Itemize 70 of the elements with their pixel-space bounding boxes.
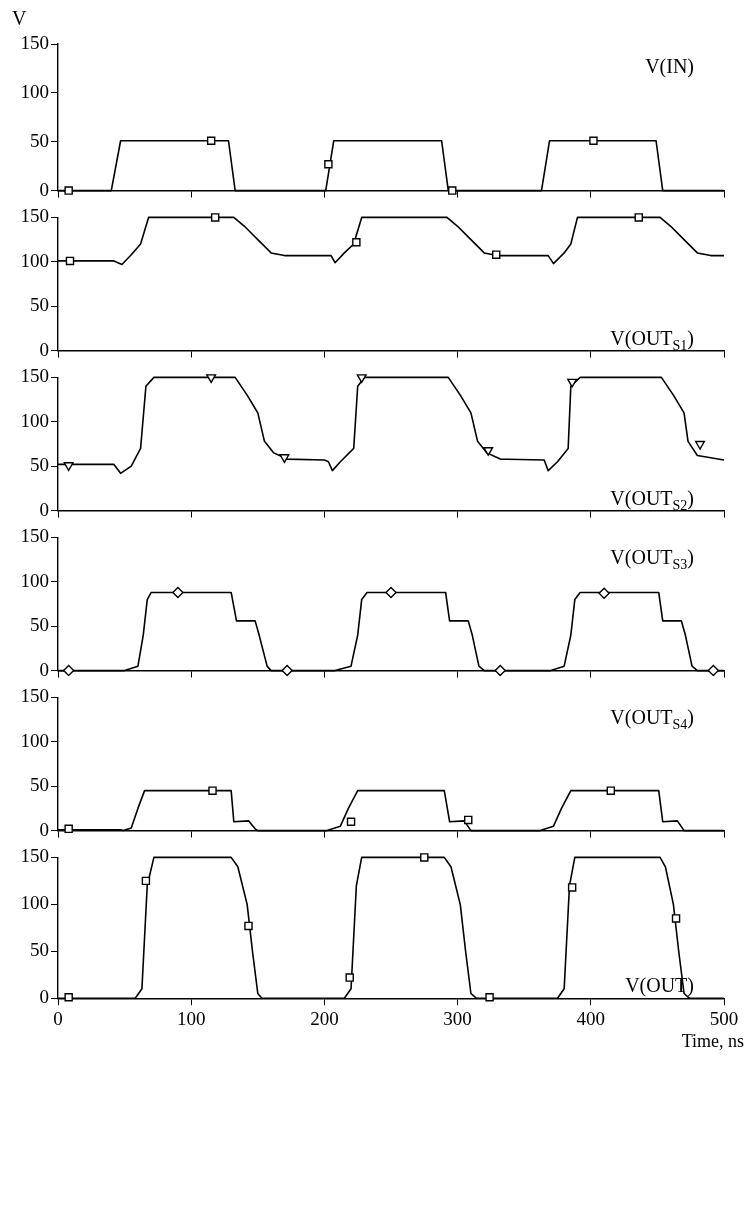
point bbox=[64, 993, 73, 1002]
point bbox=[671, 914, 681, 923]
point bbox=[420, 853, 429, 862]
point bbox=[210, 213, 220, 222]
x-tick-label: 500 bbox=[709, 1007, 739, 1029]
point bbox=[491, 250, 501, 259]
y-tick-label: 50 bbox=[30, 614, 49, 636]
point bbox=[494, 664, 506, 677]
text: V(IN) bbox=[645, 55, 695, 79]
y-tick-label: 150 bbox=[20, 685, 49, 707]
y-tick-label: 0 bbox=[39, 338, 49, 360]
y-tick-label: 50 bbox=[30, 454, 49, 476]
y-tick-label: 0 bbox=[39, 658, 49, 680]
point bbox=[567, 883, 577, 892]
y-tick-label: 0 bbox=[39, 818, 49, 840]
point bbox=[244, 921, 253, 931]
point bbox=[694, 440, 706, 450]
y-axis-title: V bbox=[12, 7, 27, 30]
y-tick-label: 150 bbox=[20, 525, 49, 547]
x-tick-label: 400 bbox=[576, 1007, 606, 1029]
y-tick-label: 150 bbox=[20, 845, 49, 867]
point bbox=[483, 447, 494, 456]
point bbox=[172, 586, 184, 599]
point bbox=[345, 973, 354, 982]
y-tick-label: 0 bbox=[39, 178, 49, 200]
point bbox=[448, 186, 457, 195]
y-tick-label: 100 bbox=[20, 569, 49, 591]
point bbox=[485, 993, 494, 1002]
point bbox=[567, 378, 578, 388]
point bbox=[634, 213, 643, 222]
y-tick-label: 50 bbox=[30, 294, 49, 316]
point bbox=[281, 664, 293, 677]
point bbox=[598, 587, 610, 600]
y-tick-label: 100 bbox=[20, 409, 49, 431]
point bbox=[606, 786, 616, 795]
y-tick-label: 50 bbox=[30, 774, 49, 796]
y-tick-label: 150 bbox=[20, 365, 49, 387]
x-tick-label: 0 bbox=[53, 1007, 63, 1029]
y-tick-label: 100 bbox=[20, 729, 49, 751]
y-tick-label: 0 bbox=[39, 498, 49, 520]
point bbox=[589, 136, 598, 145]
x-tick-label: 200 bbox=[310, 1007, 339, 1029]
y-tick-label: 100 bbox=[20, 80, 49, 102]
y-tick-label: 100 bbox=[20, 892, 49, 914]
y-tick-label: 0 bbox=[39, 986, 49, 1008]
point bbox=[346, 817, 356, 826]
point bbox=[324, 159, 333, 169]
point bbox=[206, 374, 217, 384]
point bbox=[62, 664, 75, 677]
point bbox=[352, 238, 361, 247]
point bbox=[208, 786, 217, 795]
point bbox=[464, 815, 473, 825]
y-tick-label: 150 bbox=[20, 205, 49, 227]
y-tick-label: 100 bbox=[20, 249, 49, 271]
point bbox=[64, 186, 73, 195]
x-axis-title: Time, ns bbox=[681, 1030, 744, 1051]
y-tick-label: 50 bbox=[30, 939, 49, 961]
point bbox=[385, 586, 397, 599]
y-tick-label: 50 bbox=[30, 129, 49, 151]
point bbox=[356, 374, 367, 384]
point bbox=[141, 876, 151, 886]
point bbox=[279, 454, 290, 464]
point bbox=[65, 256, 75, 266]
x-tick-label: 300 bbox=[443, 1007, 472, 1029]
point bbox=[206, 136, 216, 145]
x-tick-label: 100 bbox=[176, 1007, 206, 1029]
point bbox=[64, 824, 73, 834]
point bbox=[63, 462, 74, 472]
point bbox=[707, 664, 720, 677]
y-tick-label: 150 bbox=[20, 31, 49, 53]
